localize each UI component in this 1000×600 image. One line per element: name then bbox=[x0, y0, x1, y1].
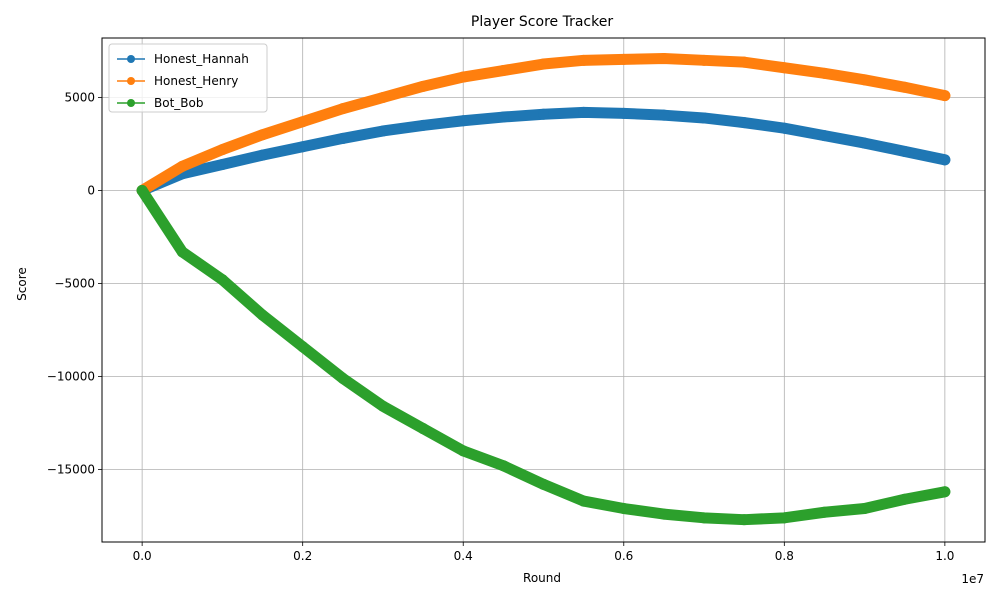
data-point bbox=[497, 460, 509, 472]
data-point bbox=[939, 486, 951, 498]
legend-entry: Bot_Bob bbox=[117, 96, 203, 110]
data-point bbox=[738, 514, 750, 526]
data-point bbox=[778, 62, 790, 74]
x-tick-label: 0.6 bbox=[614, 549, 633, 563]
data-point bbox=[698, 512, 710, 524]
data-point bbox=[698, 112, 710, 124]
legend-label: Honest_Henry bbox=[154, 74, 238, 88]
legend-marker bbox=[127, 77, 135, 85]
plot-frame bbox=[101, 37, 986, 543]
y-axis-ticks: 5000 0 −5000 −10000 −15000 bbox=[47, 91, 102, 476]
data-point bbox=[859, 137, 871, 149]
x-tick-label: 0.4 bbox=[454, 549, 473, 563]
legend: Honest_Hannah Honest_Henry Bot_Bob bbox=[108, 43, 268, 113]
data-point bbox=[297, 116, 309, 128]
y-tick-label: 0 bbox=[87, 184, 95, 198]
data-point bbox=[377, 125, 389, 137]
data-point bbox=[457, 71, 469, 83]
data-point bbox=[698, 54, 710, 66]
legend-label: Bot_Bob bbox=[154, 96, 203, 110]
data-point bbox=[417, 119, 429, 131]
data-point bbox=[257, 129, 269, 141]
series-bot-bob bbox=[136, 185, 951, 526]
data-point bbox=[578, 495, 590, 507]
x-tick-label: 1.0 bbox=[935, 549, 954, 563]
data-point bbox=[497, 111, 509, 123]
data-point bbox=[337, 103, 349, 115]
data-point bbox=[738, 117, 750, 129]
data-point bbox=[899, 81, 911, 93]
x-axis-ticks: 0.0 0.2 0.4 0.6 0.8 1.0 bbox=[133, 542, 954, 563]
data-point bbox=[618, 53, 630, 65]
data-point bbox=[818, 130, 830, 142]
legend-entry: Honest_Hannah bbox=[117, 52, 249, 66]
legend-box bbox=[108, 43, 268, 113]
data-point bbox=[257, 309, 269, 321]
legend-entry: Honest_Henry bbox=[117, 74, 238, 88]
data-point bbox=[818, 506, 830, 518]
x-tick-label: 0.8 bbox=[775, 549, 794, 563]
y-tick-label: −5000 bbox=[54, 276, 95, 290]
data-point bbox=[417, 423, 429, 435]
data-point bbox=[778, 122, 790, 134]
data-point bbox=[497, 65, 509, 77]
data-point bbox=[337, 372, 349, 384]
data-point bbox=[417, 80, 429, 92]
data-point bbox=[538, 108, 549, 120]
series-honest-hannah bbox=[136, 106, 951, 197]
data-point bbox=[859, 74, 871, 86]
data-point bbox=[778, 512, 790, 524]
data-point bbox=[216, 158, 228, 170]
data-point bbox=[658, 109, 670, 121]
data-point bbox=[578, 54, 590, 66]
legend-marker bbox=[127, 55, 135, 63]
data-point bbox=[818, 67, 830, 79]
data-point bbox=[257, 149, 269, 161]
data-point bbox=[176, 160, 188, 172]
x-axis-offset-text: 1e7 bbox=[961, 572, 984, 586]
legend-label: Honest_Hannah bbox=[154, 52, 249, 66]
data-point bbox=[216, 144, 228, 156]
x-tick-label: 0.0 bbox=[133, 549, 152, 563]
data-point bbox=[457, 115, 469, 127]
data-point bbox=[618, 503, 630, 515]
data-point bbox=[297, 341, 309, 353]
y-tick-label: −10000 bbox=[47, 369, 95, 383]
x-tick-label: 0.2 bbox=[293, 549, 312, 563]
data-point bbox=[658, 52, 670, 64]
data-point bbox=[176, 246, 188, 258]
y-tick-label: −15000 bbox=[47, 462, 95, 476]
y-axis-label: Score bbox=[15, 267, 29, 301]
data-point bbox=[377, 400, 389, 412]
data-point bbox=[136, 185, 148, 197]
data-point bbox=[216, 274, 228, 286]
data-point bbox=[538, 478, 549, 490]
data-point bbox=[658, 508, 670, 520]
x-axis-label: Round bbox=[523, 571, 561, 585]
data-point bbox=[457, 445, 469, 457]
data-point bbox=[618, 107, 630, 119]
data-point bbox=[899, 145, 911, 157]
data-point bbox=[337, 132, 349, 144]
data-point bbox=[939, 90, 951, 102]
series-honest-henry bbox=[136, 52, 951, 197]
data-point bbox=[939, 154, 951, 166]
data-point bbox=[578, 106, 590, 118]
data-point bbox=[538, 58, 549, 70]
data-point bbox=[377, 92, 389, 104]
data-point bbox=[859, 503, 871, 515]
legend-marker bbox=[127, 99, 135, 107]
chart-title: Player Score Tracker bbox=[471, 14, 613, 30]
series-layer bbox=[136, 52, 951, 526]
data-point bbox=[738, 56, 750, 68]
data-point bbox=[899, 493, 911, 505]
data-point bbox=[297, 141, 309, 153]
y-tick-label: 5000 bbox=[64, 91, 95, 105]
